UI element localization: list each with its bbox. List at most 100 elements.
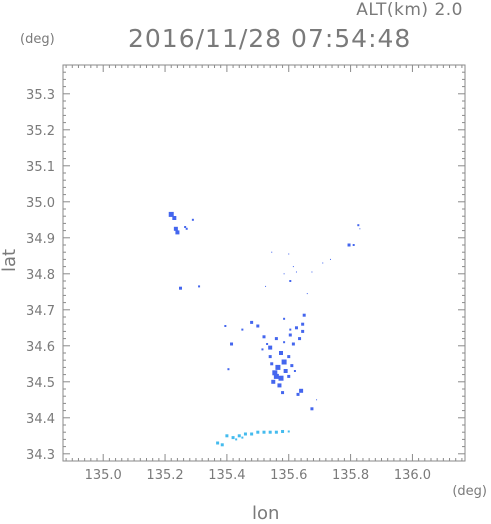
echo-point — [224, 325, 227, 327]
echo-point — [198, 285, 201, 288]
y-tick-label: 35.1 — [26, 160, 55, 175]
echo-point — [347, 243, 351, 247]
echo-point — [275, 364, 281, 370]
echo-point — [173, 226, 178, 231]
echo-point — [256, 324, 260, 328]
echo-point — [293, 370, 296, 372]
echo-point — [266, 343, 269, 345]
echo-point — [250, 320, 254, 324]
echo-point — [179, 286, 183, 290]
echo-point — [268, 345, 273, 350]
echo-point — [268, 430, 272, 434]
echo-point — [272, 370, 278, 376]
echo-point — [262, 430, 266, 434]
echo-point — [185, 227, 188, 230]
y-axis-unit: (deg) — [20, 32, 55, 47]
echo-point — [310, 407, 314, 411]
echo-point — [316, 399, 318, 401]
y-tick-label: 35.2 — [26, 124, 55, 139]
echo-point — [298, 337, 302, 341]
x-axis-label: lon — [252, 503, 280, 524]
echo-point — [289, 328, 292, 331]
echo-point — [184, 226, 187, 228]
x-tick-label: 135.2 — [146, 468, 183, 483]
echo-point — [287, 355, 291, 359]
echo-point — [281, 429, 285, 433]
echo-point — [231, 436, 235, 440]
echo-point — [306, 293, 308, 295]
echo-point — [241, 436, 244, 439]
x-axis-unit: (deg) — [452, 484, 487, 499]
echo-point — [302, 313, 306, 317]
echo-point — [265, 285, 267, 287]
echo-point — [359, 228, 361, 230]
echo-point — [296, 392, 300, 396]
x-tick-label: 135.4 — [208, 468, 245, 483]
echo-point — [283, 369, 288, 373]
y-tick-label: 34.7 — [26, 304, 55, 319]
echo-point — [271, 251, 273, 253]
echo-point — [311, 271, 313, 273]
echo-point — [288, 333, 292, 337]
echo-point — [175, 230, 180, 235]
echo-point — [301, 322, 305, 326]
echo-point — [291, 342, 295, 346]
altitude-label: ALT(km) 2.0 — [356, 0, 463, 20]
echo-point — [290, 364, 294, 368]
echo-point — [279, 351, 284, 355]
echo-point — [357, 224, 360, 227]
echo-point — [281, 359, 287, 365]
y-tick-label: 34.5 — [26, 376, 55, 391]
x-tick-label: 135.0 — [85, 468, 122, 483]
echo-point — [329, 258, 331, 260]
y-tick-label: 35.0 — [26, 196, 55, 211]
echo-point — [294, 326, 298, 330]
y-tick-label: 34.9 — [26, 232, 55, 247]
echo-point — [281, 391, 285, 395]
echo-point — [261, 348, 264, 351]
echo-point — [191, 218, 194, 221]
echo-point — [277, 383, 282, 388]
x-tick-label: 136.0 — [394, 468, 431, 483]
echo-point — [273, 373, 279, 379]
echo-point — [243, 432, 247, 436]
echo-point — [274, 337, 278, 341]
echo-point — [216, 441, 220, 445]
echo-point — [241, 328, 244, 331]
echo-point — [262, 335, 266, 339]
echo-point — [235, 438, 238, 441]
echo-point — [172, 216, 177, 220]
x-tick-label: 135.6 — [270, 468, 307, 483]
echo-point — [283, 341, 286, 344]
echo-point — [274, 430, 278, 434]
echo-point — [283, 273, 285, 275]
echo-point — [256, 430, 260, 434]
echo-point — [268, 355, 272, 359]
echo-point — [287, 374, 291, 378]
echo-point — [270, 362, 274, 366]
echo-point — [168, 211, 174, 217]
y-tick-label: 34.4 — [26, 412, 55, 427]
echo-point — [322, 262, 324, 264]
plot-frame — [62, 64, 466, 462]
axis-ticks: 135.0 135.2 135.4 135.6 135.8 136.0 34.3 34.4 34… — [26, 64, 465, 483]
echo-point — [287, 430, 290, 433]
data-points — [168, 211, 361, 447]
y-tick-label: 34.6 — [26, 340, 55, 355]
echo-point — [220, 443, 224, 447]
echo-point — [230, 342, 234, 346]
x-tick-label: 135.8 — [332, 468, 369, 483]
echo-point — [283, 317, 286, 320]
echo-point — [295, 271, 297, 273]
echo-point — [299, 388, 304, 393]
echo-point — [288, 253, 290, 255]
echo-point — [237, 434, 241, 438]
echo-point — [227, 368, 230, 371]
echo-point — [250, 432, 254, 436]
echo-point — [292, 266, 294, 268]
echo-point — [289, 280, 292, 282]
y-tick-label: 35.3 — [26, 88, 55, 103]
chart-timestamp-title: 2016/11/28 07:54:48 — [128, 24, 412, 53]
echo-point — [301, 329, 305, 333]
echo-point — [352, 244, 355, 246]
